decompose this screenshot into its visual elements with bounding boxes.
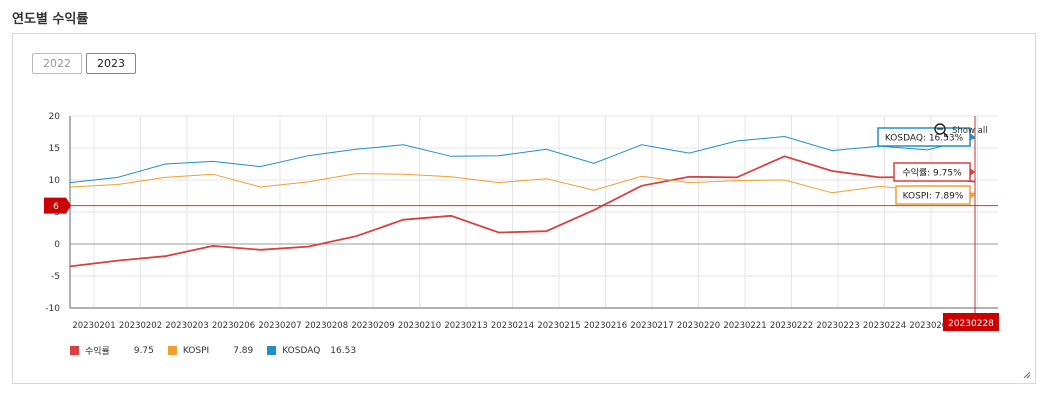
section-title: 연도별 수익률: [12, 12, 89, 27]
chart-panel: 2022 2023 수익률 9.75 KOSPI 7.89 KOSDAQ 16.…: [12, 33, 1036, 384]
legend-item-kospi[interactable]: KOSPI 7.89: [167, 344, 254, 357]
legend-swatch-return: [70, 346, 79, 355]
x-tick-label: 20230216: [584, 321, 627, 331]
x-tick-label: 20230202: [119, 321, 162, 331]
series-line-0: [69, 155, 976, 268]
tooltip-pointer-1: [970, 168, 975, 176]
legend-item-return[interactable]: 수익률 9.75: [70, 344, 154, 357]
x-tick-label: 20230210: [398, 321, 441, 331]
magnifier-circle: [934, 123, 946, 135]
tooltip-text-2: KOSPI: 7.89%: [903, 192, 964, 202]
chart-legend: 수익률 9.75 KOSPI 7.89 KOSDAQ 16.53: [70, 344, 370, 357]
x-tick-label: 20230208: [305, 321, 348, 331]
x-tick-label: 20230214: [491, 321, 534, 331]
series-line-2: [69, 135, 976, 184]
tooltip-pointer-0: [970, 133, 975, 141]
y-tick-label: 0: [54, 240, 60, 250]
x-tick-label: 20230206: [212, 321, 255, 331]
year-tab-group: 2022 2023: [32, 53, 136, 74]
resize-handle-icon[interactable]: [1023, 371, 1031, 379]
legend-label-kosdaq: KOSDAQ: [282, 345, 321, 356]
crosshair-x-flag: [943, 313, 999, 331]
y-tick-label: 20: [49, 112, 61, 122]
x-tick-label: 20230215: [537, 321, 580, 331]
magnifier-icon[interactable]: [934, 123, 949, 138]
crosshair-y-flag: [44, 197, 71, 214]
legend-value-kosdaq: 16.53: [330, 345, 357, 356]
show-all-link[interactable]: Show all: [952, 126, 988, 136]
x-tick-label: 20230209: [351, 321, 394, 331]
year-tab-2023[interactable]: 2023: [86, 53, 136, 74]
y-tick-label: -5: [51, 272, 60, 282]
tooltip-text-0: KOSDAQ: 16.53%: [885, 134, 964, 144]
series-lines: [69, 135, 976, 268]
legend-value-kospi: 7.89: [233, 345, 254, 356]
x-tick-label: 20230213: [444, 321, 487, 331]
legend-label-return: 수익률: [85, 347, 110, 357]
x-tick-label: 20230223: [816, 321, 859, 331]
x-tick-label: 20230224: [863, 321, 906, 331]
tooltip-text-1: 수익률: 9.75%: [902, 167, 962, 179]
x-tick-label: 20230203: [165, 321, 208, 331]
x-tick-label: 20230202: [909, 321, 952, 331]
x-axis: 20230201 20230202 20230203 20230206 20230207…: [70, 307, 998, 331]
tooltip-pointer-2: [970, 191, 975, 199]
legend-swatch-kospi: [167, 346, 177, 355]
crosshair-overlay: 6 20230228 KOSDAQ: 16.53% 수익률: 9.75% KOSPI: …: [44, 116, 999, 331]
x-tick-label: 20230217: [630, 321, 673, 331]
legend-swatch-kosdaq: [267, 346, 277, 355]
year-tab-2022[interactable]: 2022: [32, 53, 82, 74]
crosshair-x-label: 20230228: [948, 319, 994, 329]
x-tick-label: 20230220: [677, 321, 720, 331]
y-tick-label: -10: [45, 304, 60, 314]
series-line-1: [69, 173, 976, 194]
y-tick-label: 15: [49, 144, 60, 154]
chart-grid: [70, 115, 998, 309]
x-tick-label: 20230207: [258, 321, 301, 331]
x-tick-label: 20230201: [72, 321, 115, 331]
legend-item-kosdaq[interactable]: KOSDAQ 16.53: [267, 344, 356, 357]
y-tick-label: 10: [49, 176, 61, 186]
legend-value-return: 9.75: [133, 345, 154, 356]
legend-label-kospi: KOSPI: [182, 345, 210, 356]
x-tick-label: 20230221: [723, 321, 766, 331]
x-tick-label: 20230222: [770, 321, 813, 331]
magnifier-handle: [943, 132, 949, 138]
crosshair-y-label: 6: [53, 202, 59, 212]
